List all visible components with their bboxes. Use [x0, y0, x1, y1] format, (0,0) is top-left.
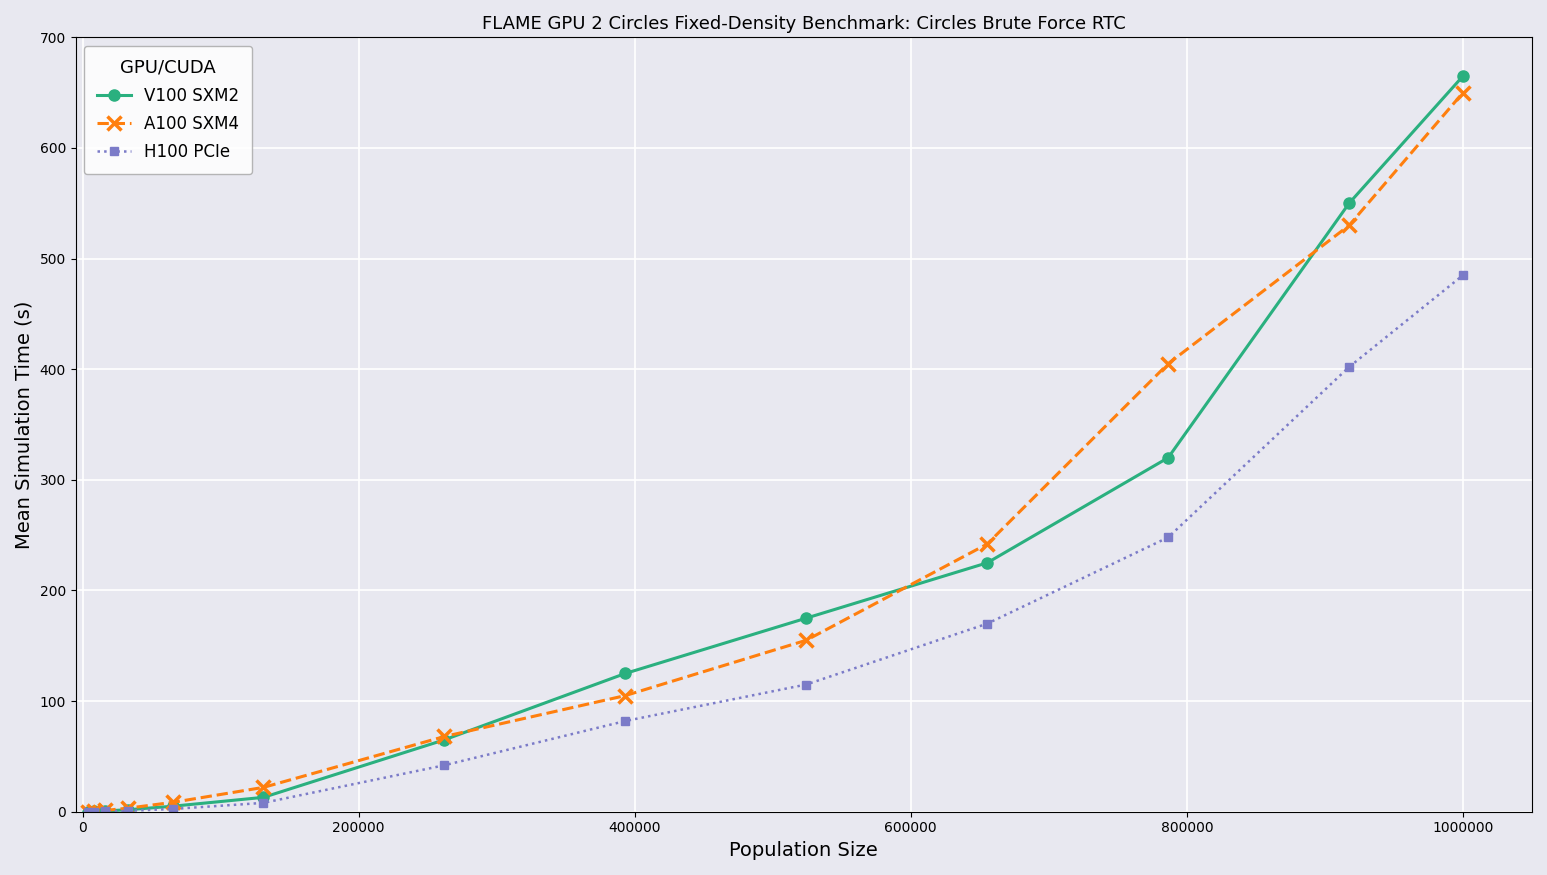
- V100 SXM2: [119, 804, 138, 815]
- A100 SXM4: [85, 806, 104, 816]
- V100 SXM2: [85, 806, 104, 816]
- Line: H100 PCIe: H100 PCIe: [84, 271, 1467, 816]
- H100 PCIe: [79, 807, 97, 817]
- H100 PCIe: [119, 806, 138, 816]
- H100 PCIe: [164, 804, 183, 815]
- A100 SXM4: [1340, 220, 1358, 231]
- A100 SXM4: [978, 539, 996, 550]
- H100 PCIe: [978, 619, 996, 629]
- Line: V100 SXM2: V100 SXM2: [82, 71, 1468, 817]
- Title: FLAME GPU 2 Circles Fixed-Density Benchmark: Circles Brute Force RTC: FLAME GPU 2 Circles Fixed-Density Benchm…: [483, 15, 1126, 33]
- V100 SXM2: [435, 735, 453, 746]
- A100 SXM4: [797, 635, 815, 646]
- A100 SXM4: [164, 797, 183, 808]
- A100 SXM4: [79, 806, 97, 816]
- V100 SXM2: [1454, 71, 1473, 81]
- V100 SXM2: [96, 806, 114, 816]
- A100 SXM4: [1159, 359, 1177, 369]
- H100 PCIe: [85, 807, 104, 817]
- V100 SXM2: [978, 557, 996, 568]
- H100 PCIe: [797, 679, 815, 690]
- V100 SXM2: [797, 612, 815, 623]
- A100 SXM4: [435, 732, 453, 742]
- V100 SXM2: [164, 801, 183, 811]
- A100 SXM4: [616, 690, 634, 701]
- H100 PCIe: [435, 760, 453, 771]
- V100 SXM2: [616, 668, 634, 679]
- A100 SXM4: [1454, 88, 1473, 98]
- H100 PCIe: [96, 806, 114, 816]
- H100 PCIe: [1454, 270, 1473, 280]
- H100 PCIe: [616, 716, 634, 726]
- A100 SXM4: [254, 782, 272, 793]
- H100 PCIe: [1340, 361, 1358, 372]
- V100 SXM2: [1159, 452, 1177, 463]
- V100 SXM2: [79, 807, 97, 817]
- V100 SXM2: [1340, 198, 1358, 208]
- Legend: V100 SXM2, A100 SXM4, H100 PCIe: V100 SXM2, A100 SXM4, H100 PCIe: [84, 46, 252, 174]
- H100 PCIe: [254, 798, 272, 808]
- Y-axis label: Mean Simulation Time (s): Mean Simulation Time (s): [15, 300, 34, 549]
- A100 SXM4: [119, 803, 138, 814]
- H100 PCIe: [1159, 532, 1177, 542]
- A100 SXM4: [96, 805, 114, 816]
- Line: A100 SXM4: A100 SXM4: [82, 86, 1470, 818]
- V100 SXM2: [254, 792, 272, 802]
- X-axis label: Population Size: Population Size: [730, 841, 879, 860]
